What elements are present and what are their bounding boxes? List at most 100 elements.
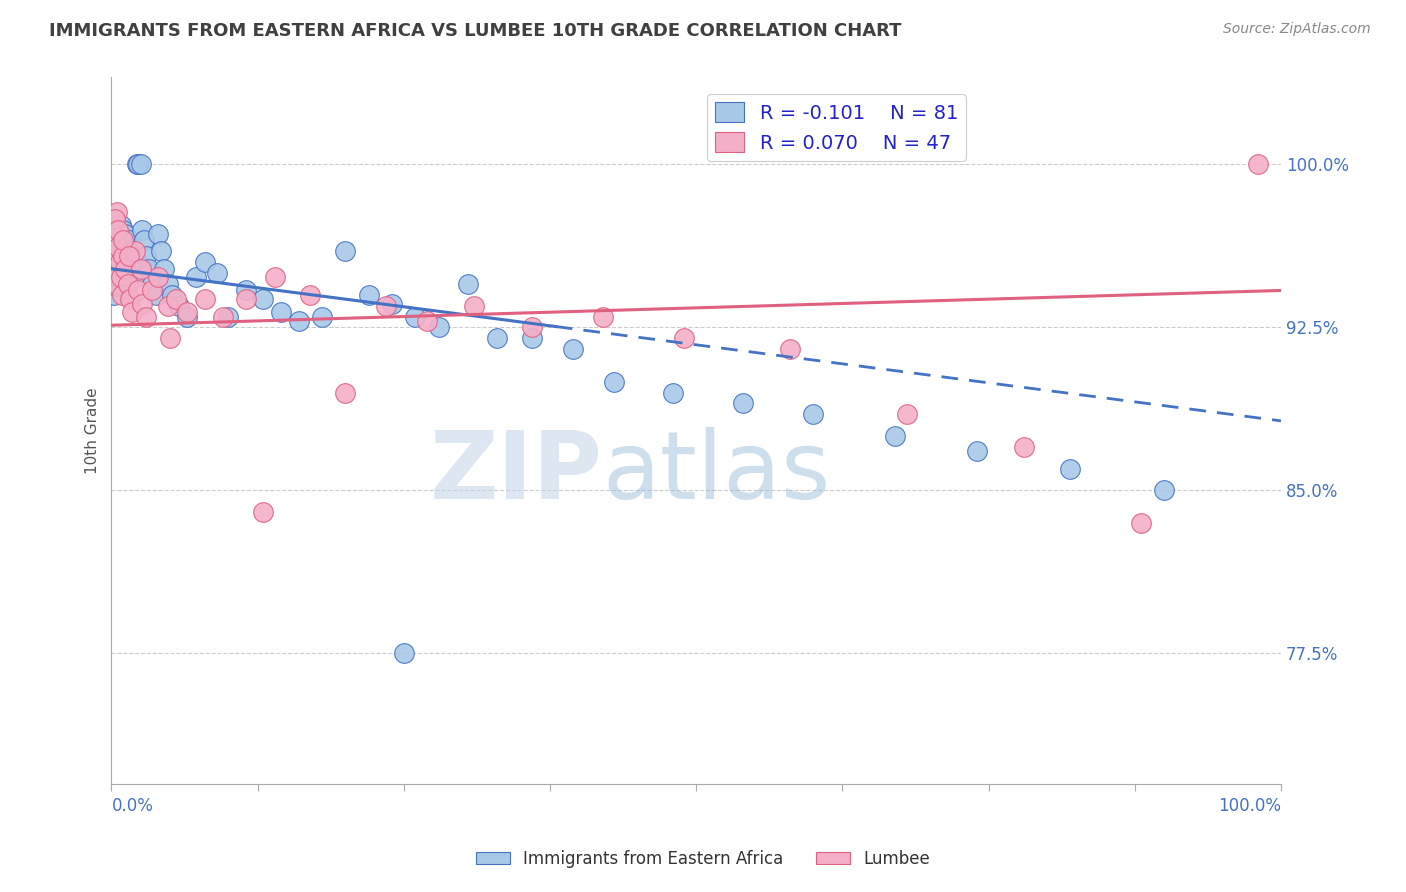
Point <box>148 227 170 241</box>
Point <box>176 305 198 319</box>
Point <box>562 342 585 356</box>
Point <box>149 244 172 259</box>
Point <box>111 288 134 302</box>
Point <box>381 296 404 310</box>
Point <box>111 227 134 241</box>
Point <box>211 310 233 324</box>
Point <box>104 261 127 276</box>
Point <box>107 240 129 254</box>
Point <box>662 385 685 400</box>
Point <box>110 270 132 285</box>
Point <box>103 211 125 226</box>
Point <box>427 320 450 334</box>
Point <box>135 310 157 324</box>
Point <box>117 277 139 291</box>
Point <box>124 244 146 259</box>
Point <box>235 292 257 306</box>
Point <box>114 227 136 241</box>
Point <box>156 277 179 291</box>
Point <box>1153 483 1175 498</box>
Point <box>105 237 128 252</box>
Point <box>121 244 143 259</box>
Point <box>165 292 187 306</box>
Point <box>112 249 135 263</box>
Point <box>103 227 125 241</box>
Point <box>122 255 145 269</box>
Point <box>127 157 149 171</box>
Point <box>105 279 128 293</box>
Point <box>1059 461 1081 475</box>
Point <box>120 261 142 276</box>
Point <box>522 331 544 345</box>
Point <box>121 305 143 319</box>
Point <box>486 331 509 345</box>
Point <box>252 505 274 519</box>
Point <box>104 261 127 276</box>
Point <box>270 305 292 319</box>
Legend: R = -0.101    N = 81, R = 0.070    N = 47: R = -0.101 N = 81, R = 0.070 N = 47 <box>707 95 966 161</box>
Point <box>1246 157 1268 171</box>
Text: Source: ZipAtlas.com: Source: ZipAtlas.com <box>1223 22 1371 37</box>
Point <box>103 288 125 302</box>
Point <box>101 244 124 259</box>
Point <box>299 288 322 302</box>
Point <box>167 299 190 313</box>
Point <box>107 244 129 259</box>
Point <box>124 270 146 285</box>
Text: IMMIGRANTS FROM EASTERN AFRICA VS LUMBEE 10TH GRADE CORRELATION CHART: IMMIGRANTS FROM EASTERN AFRICA VS LUMBEE… <box>49 22 901 40</box>
Point <box>252 292 274 306</box>
Point <box>112 240 135 254</box>
Point <box>194 255 217 269</box>
Point <box>148 270 170 285</box>
Point <box>1012 440 1035 454</box>
Point <box>522 320 544 334</box>
Point <box>131 296 153 310</box>
Point <box>1129 516 1152 530</box>
Text: 100.0%: 100.0% <box>1218 797 1281 815</box>
Point <box>108 255 131 269</box>
Point <box>107 270 129 285</box>
Legend: Immigrants from Eastern Africa, Lumbee: Immigrants from Eastern Africa, Lumbee <box>470 844 936 875</box>
Point <box>105 249 128 263</box>
Point <box>205 266 228 280</box>
Text: 0.0%: 0.0% <box>111 797 153 815</box>
Point <box>159 331 181 345</box>
Point <box>896 408 918 422</box>
Point <box>235 284 257 298</box>
Point <box>357 288 380 302</box>
Point <box>392 647 415 661</box>
Point <box>141 284 163 298</box>
Point <box>156 299 179 313</box>
Point <box>105 277 128 291</box>
Point <box>108 255 131 269</box>
Point <box>117 244 139 259</box>
Point <box>129 157 152 171</box>
Point <box>104 277 127 291</box>
Point <box>335 385 357 400</box>
Point <box>603 375 626 389</box>
Point <box>160 288 183 302</box>
Point <box>176 310 198 324</box>
Point <box>120 292 142 306</box>
Point <box>110 219 132 233</box>
Point <box>673 331 696 345</box>
Point <box>884 429 907 443</box>
Point <box>966 444 988 458</box>
Point <box>105 255 128 269</box>
Point <box>135 249 157 263</box>
Point <box>153 261 176 276</box>
Point <box>145 288 167 302</box>
Point <box>114 261 136 276</box>
Point <box>112 249 135 263</box>
Point <box>134 234 156 248</box>
Point <box>125 253 148 268</box>
Point <box>731 396 754 410</box>
Point <box>335 244 357 259</box>
Point <box>120 249 142 263</box>
Point <box>101 270 124 285</box>
Point <box>104 244 127 259</box>
Point <box>107 222 129 236</box>
Point <box>217 310 239 324</box>
Point <box>118 234 141 248</box>
Point <box>141 277 163 291</box>
